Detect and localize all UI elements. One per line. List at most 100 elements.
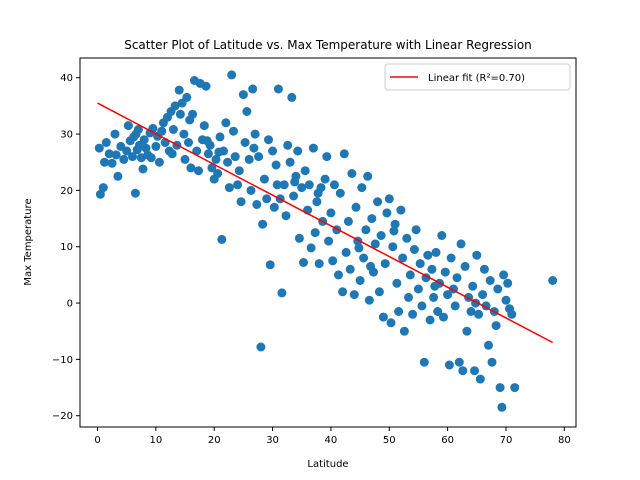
scatter-point-163 [413,284,423,294]
scatter-point-78 [248,84,258,94]
scatter-point-129 [347,169,357,178]
y-tick-label: 0 [67,299,73,310]
scatter-point-197 [479,264,489,274]
scatter-point-144 [376,231,386,240]
y-axis-label: Max Temperature [23,198,34,285]
scatter-point-7 [110,129,120,139]
scatter-point-164 [415,259,425,269]
scatter-point-94 [279,180,289,190]
scatter-point-74 [240,138,250,147]
scatter-point-99 [289,191,299,201]
scatter-point-2 [98,183,108,193]
scatter-point-79 [250,129,260,139]
x-tick-label: 0 [94,435,100,446]
scatter-point-203 [491,321,501,331]
scatter-point-122 [334,270,343,280]
scatter-point-139 [367,214,377,224]
legend-box [384,63,571,91]
scatter-point-27 [151,141,161,151]
scatter-point-177 [440,267,450,277]
scatter-point-0 [94,143,104,153]
x-tick-label: 50 [383,435,396,446]
scatter-point-227 [214,147,224,157]
chart-title: Scatter Plot of Latitude vs. Max Tempera… [124,38,532,52]
scatter-point-119 [328,256,338,266]
scatter-point-158 [404,292,413,302]
scatter-point-201 [487,357,497,367]
scatter-point-65 [223,157,233,167]
plot-area [94,70,558,412]
scatter-point-188 [462,326,472,336]
y-axis: −20 −10 0 10 20 30 40 [52,73,80,422]
scatter-point-116 [322,152,332,162]
scatter-point-182 [450,301,460,311]
scatter-point-44 [182,92,192,102]
scatter-point-45 [184,138,193,147]
scatter-point-156 [399,326,409,336]
scatter-point-70 [233,180,243,190]
scatter-point-126 [341,247,351,257]
scatter-point-124 [338,287,348,297]
scatter-point-16 [130,188,140,198]
scatter-point-213 [548,276,558,285]
scatter-point-21 [138,164,148,174]
scatter-point-59 [211,154,221,164]
scatter-point-80 [252,200,262,209]
scatter-point-133 [355,276,365,285]
scatter-point-39 [174,85,184,95]
scatter-point-173 [433,307,443,316]
scatter-point-95 [281,211,291,221]
scatter-point-192 [470,366,479,376]
scatter-point-208 [501,295,511,305]
scatter-point-214 [146,153,156,163]
scatter-point-127 [343,216,353,226]
scatter-point-186 [458,366,468,376]
y-tick-label: −10 [52,355,73,366]
scatter-point-3 [100,157,109,167]
scatter-point-120 [329,180,339,190]
scatter-point-178 [443,290,453,300]
scatter-point-104 [299,258,308,267]
scatter-point-37 [170,101,180,111]
scatter-point-193 [472,250,482,260]
scatter-point-147 [382,208,392,218]
scatter-point-135 [359,253,369,263]
scatter-point-85 [262,194,272,204]
scatter-point-8 [113,171,123,181]
scatter-point-54 [201,81,211,91]
scatter-point-187 [460,261,470,271]
scatter-point-143 [374,287,384,297]
scatter-point-222 [389,226,399,236]
scatter-point-72 [236,197,246,207]
scatter-point-75 [242,107,252,116]
scatter-point-46 [186,163,196,173]
y-tick-label: 10 [60,242,73,253]
scatter-point-66 [224,183,234,193]
x-tick-label: 30 [266,435,279,446]
scatter-point-216 [185,115,195,125]
scatter-point-43 [180,154,190,164]
scatter-point-146 [380,259,390,269]
scatter-point-166 [419,357,429,367]
scatter-point-11 [122,146,132,156]
scatter-point-142 [373,197,383,207]
scatter-point-172 [431,247,441,257]
scatter-point-98 [287,92,297,102]
scatter-point-171 [429,292,439,302]
scatter-point-30 [157,126,167,136]
scatter-point-68 [229,126,238,136]
x-tick-label: 10 [149,435,162,446]
scatter-point-105 [300,166,310,176]
scatter-point-229 [366,261,376,271]
scatter-point-176 [439,312,448,322]
scatter-point-155 [398,253,408,263]
scatter-point-53 [199,121,209,131]
scatter-point-4 [101,138,111,147]
scatter-point-183 [452,273,462,283]
regression-line [97,102,554,344]
scatter-point-5 [104,149,114,159]
scatter-point-149 [386,318,396,328]
scatter-point-115 [320,174,330,184]
scatter-point-191 [468,281,478,291]
scatter-point-111 [312,197,322,207]
